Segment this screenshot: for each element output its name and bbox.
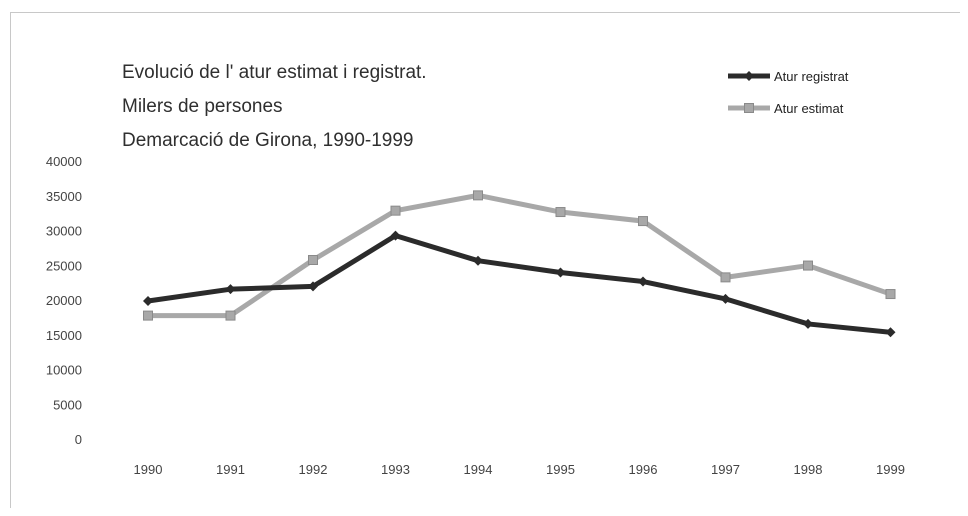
x-tick-label: 1992 <box>299 462 328 477</box>
data-point-registrat <box>225 284 236 295</box>
series-line-atur-estimat <box>145 192 893 319</box>
y-tick-label: 25000 <box>46 258 82 273</box>
chart-title: Evolució de l' atur estimat i registrat. <box>122 62 427 83</box>
chart-frame <box>10 12 960 508</box>
data-point-estimat <box>555 207 566 218</box>
data-point-registrat <box>885 327 896 338</box>
x-tick-label: 1997 <box>711 462 740 477</box>
y-tick-label: 20000 <box>46 293 82 308</box>
data-point-registrat <box>308 281 318 292</box>
legend-label: Atur estimat <box>774 101 844 116</box>
y-tick-label: 0 <box>75 432 82 447</box>
data-point-registrat <box>143 296 153 306</box>
x-axis-ticks: 1990 1991 1992 1993 1994 1995 1996 1997 1998 1999 <box>134 462 905 477</box>
data-point-registrat <box>555 267 566 278</box>
legend-marker-estimat <box>744 103 754 113</box>
legend: Atur registrat Atur estimat <box>728 69 849 116</box>
data-point-estimat <box>473 190 483 201</box>
data-point-estimat <box>308 254 318 265</box>
chart-subtitle-units: Milers de persones <box>122 96 283 117</box>
chart-subtitle-region: Demarcació de Girona, 1990-1999 <box>122 130 414 151</box>
legend-label: Atur registrat <box>774 69 849 84</box>
data-point-estimat <box>803 260 813 271</box>
data-point-registrat <box>638 276 648 287</box>
y-tick-label: 40000 <box>46 154 82 169</box>
y-axis-ticks: 40000 35000 30000 25000 20000 15000 10000 5000 0 <box>46 154 82 447</box>
series-markers <box>143 190 896 338</box>
x-tick-label: 1998 <box>794 462 823 477</box>
y-tick-label: 30000 <box>46 224 82 239</box>
x-tick-label: 1996 <box>629 462 658 477</box>
series-lines <box>145 192 893 335</box>
data-point-estimat <box>390 205 401 216</box>
x-tick-label: 1990 <box>134 462 163 477</box>
y-tick-label: 15000 <box>46 328 82 343</box>
data-point-registrat <box>390 230 401 241</box>
x-tick-label: 1994 <box>464 462 493 477</box>
data-point-estimat <box>720 272 731 283</box>
y-tick-label: 5000 <box>53 397 82 412</box>
data-point-estimat <box>885 289 896 300</box>
x-tick-label: 1991 <box>216 462 245 477</box>
legend-marker-registrat <box>744 71 754 81</box>
x-tick-label: 1993 <box>381 462 410 477</box>
series-line-atur-registrat <box>145 233 893 335</box>
data-point-estimat <box>638 216 648 227</box>
data-point-registrat <box>803 318 813 329</box>
data-point-registrat <box>473 255 483 266</box>
x-tick-label: 1995 <box>546 462 575 477</box>
data-point-registrat <box>720 293 731 304</box>
data-point-estimat <box>143 310 153 321</box>
y-tick-label: 10000 <box>46 363 82 378</box>
data-point-estimat <box>225 310 236 321</box>
y-tick-label: 35000 <box>46 189 82 204</box>
x-tick-label: 1999 <box>876 462 905 477</box>
